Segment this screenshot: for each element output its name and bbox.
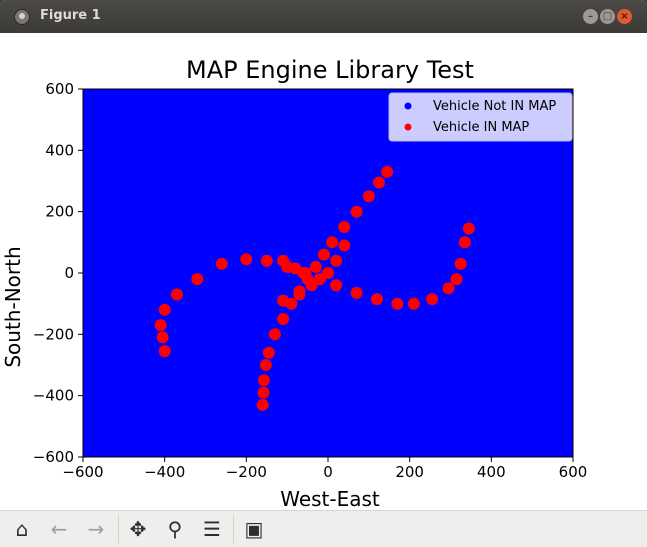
data-point xyxy=(277,313,290,325)
x-tick-label: −400 xyxy=(144,463,185,481)
legend: Vehicle Not IN MAP Vehicle IN MAP xyxy=(388,92,573,142)
data-point xyxy=(277,254,290,267)
forward-arrow-button[interactable]: → xyxy=(82,516,110,542)
navigation-toolbar: ⌂ ← → ✥ ⚲ ☰ ▣ xyxy=(0,510,647,547)
data-point xyxy=(407,297,420,310)
x-tick-label: 0 xyxy=(323,463,333,481)
legend-box xyxy=(388,92,573,142)
data-point xyxy=(305,279,318,292)
data-point xyxy=(299,267,312,279)
data-point xyxy=(259,359,272,371)
data-point xyxy=(350,286,363,299)
y-tick-label: 600 xyxy=(45,80,74,98)
data-point xyxy=(215,257,228,270)
data-point xyxy=(330,279,343,292)
y-tick-label: 200 xyxy=(45,203,74,221)
x-tick-label: 200 xyxy=(395,463,424,481)
back-arrow-button[interactable]: ← xyxy=(45,516,73,542)
data-point xyxy=(262,346,275,359)
data-point xyxy=(240,253,253,266)
data-point xyxy=(426,293,439,306)
legend-label-vehicle-in-map: Vehicle IN MAP xyxy=(433,120,529,135)
x-tick-label: −200 xyxy=(226,463,267,481)
configure-subplots-button[interactable]: ☰ xyxy=(198,516,226,542)
save-button[interactable]: ▣ xyxy=(240,516,268,542)
data-point xyxy=(191,273,204,286)
y-tick-label: −400 xyxy=(33,387,74,405)
back-arrow-icon: ← xyxy=(50,517,68,541)
data-point xyxy=(391,297,404,310)
data-point xyxy=(338,221,351,233)
home-button[interactable]: ⌂ xyxy=(8,516,36,542)
data-point xyxy=(154,319,167,332)
data-point xyxy=(257,386,270,399)
data-point xyxy=(260,254,273,267)
data-points xyxy=(154,165,475,411)
data-point xyxy=(322,267,334,279)
data-point xyxy=(373,176,385,189)
window-title: Figure 1 xyxy=(40,8,101,23)
figure-canvas[interactable]: −600 −400 −200 0 200 400 600 −600 −400 −200 0 200 40… xyxy=(0,33,647,511)
zoom-button[interactable]: ⚲ xyxy=(161,516,189,542)
data-point xyxy=(350,205,363,218)
data-point xyxy=(450,273,463,286)
data-point xyxy=(293,288,306,301)
data-point xyxy=(158,303,171,316)
data-point xyxy=(362,190,375,203)
data-point xyxy=(462,222,475,235)
y-tick-label: −600 xyxy=(33,448,74,466)
data-point xyxy=(309,260,322,273)
chart: −600 −400 −200 0 200 400 600 −600 −400 −200 0 200 40… xyxy=(1,56,588,511)
axis-ticks: −600 −400 −200 0 200 400 600 −600 −400 −200 0 200 40… xyxy=(33,80,588,481)
app-icon xyxy=(14,9,30,25)
data-point xyxy=(371,293,383,306)
configure-subplots-icon: ☰ xyxy=(203,517,221,541)
data-point xyxy=(277,294,290,307)
data-point xyxy=(317,248,330,261)
data-point xyxy=(268,328,281,341)
pan-icon: ✥ xyxy=(129,517,147,541)
data-point xyxy=(338,239,351,252)
data-point xyxy=(458,236,471,249)
data-point xyxy=(381,165,394,178)
data-point xyxy=(454,257,467,270)
y-tick-label: −200 xyxy=(33,325,74,343)
data-point xyxy=(156,331,169,344)
data-point xyxy=(442,282,455,295)
title-bar[interactable]: Figure 1 – □ × xyxy=(0,0,647,33)
data-point xyxy=(256,398,269,411)
y-tick-label: 400 xyxy=(45,141,74,159)
minimize-button[interactable]: – xyxy=(583,9,598,24)
legend-marker-vehicle-not-in-map xyxy=(404,102,412,110)
x-tick-label: 600 xyxy=(559,463,588,481)
legend-label-vehicle-not-in-map: Vehicle Not IN MAP xyxy=(433,99,556,114)
chart-title: MAP Engine Library Test xyxy=(186,56,474,84)
data-point xyxy=(330,254,343,267)
save-icon: ▣ xyxy=(244,517,264,541)
data-point xyxy=(326,236,339,249)
forward-arrow-icon: → xyxy=(87,517,105,541)
home-icon: ⌂ xyxy=(15,517,29,541)
y-tick-label: 0 xyxy=(64,264,74,282)
close-button[interactable]: × xyxy=(617,9,632,24)
data-point xyxy=(257,374,270,387)
data-point xyxy=(158,345,171,358)
toolbar-separator xyxy=(233,515,234,543)
data-point xyxy=(170,288,183,301)
x-tick-label: −600 xyxy=(62,463,103,481)
maximize-button[interactable]: □ xyxy=(600,9,615,24)
y-axis-label: South-North xyxy=(1,246,25,367)
pan-button[interactable]: ✥ xyxy=(124,516,152,542)
x-tick-label: 400 xyxy=(477,463,506,481)
zoom-icon: ⚲ xyxy=(167,517,183,541)
data-point xyxy=(313,273,326,286)
x-axis-label: West-East xyxy=(280,487,380,510)
legend-marker-vehicle-in-map xyxy=(404,123,412,131)
toolbar-separator xyxy=(118,515,119,543)
data-point xyxy=(289,262,302,275)
